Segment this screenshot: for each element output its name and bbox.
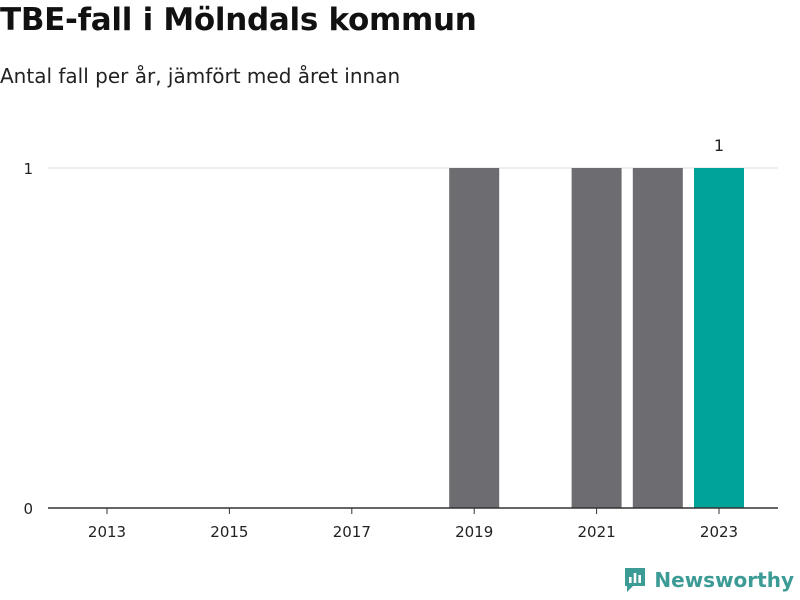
bar-2023	[694, 168, 744, 508]
x-tick-label-2013: 2013	[88, 523, 126, 541]
x-tick-label-2015: 2015	[210, 523, 248, 541]
data-label-2023: 1	[714, 136, 724, 155]
newsworthy-logo-icon	[625, 568, 646, 592]
brand-name: Newsworthy	[654, 568, 794, 592]
y-tick-label-0: 0	[23, 500, 33, 518]
bar-2021	[571, 168, 622, 508]
x-tick-label-2019: 2019	[455, 523, 493, 541]
x-tick-label-2023: 2023	[700, 523, 738, 541]
y-tick-label-1: 1	[23, 160, 33, 178]
brand-logo: Newsworthy	[623, 566, 794, 594]
bar-2022	[632, 168, 683, 508]
chart-subtitle: Antal fall per år, jämfört med året inna…	[0, 64, 401, 88]
x-tick-label-2021: 2021	[578, 523, 616, 541]
x-tick-label-2017: 2017	[333, 523, 371, 541]
bar-2019	[449, 168, 500, 508]
chart-title: TBE-fall i Mölndals kommun	[0, 2, 477, 38]
